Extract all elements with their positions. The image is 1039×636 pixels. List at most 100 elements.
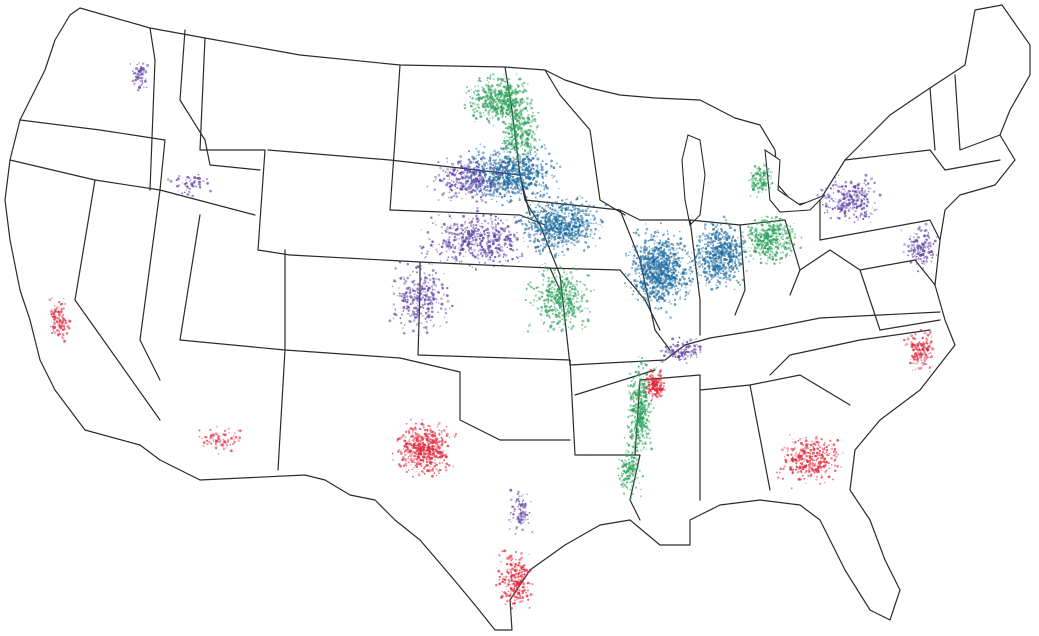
landcover-dot-teal xyxy=(516,167,520,171)
landcover-dot-teal xyxy=(536,192,539,195)
landcover-dot-teal xyxy=(685,291,688,293)
landcover-dot-teal xyxy=(543,144,546,147)
landcover-dot-purple xyxy=(467,165,470,167)
landcover-dot-teal xyxy=(504,189,507,192)
landcover-dot-teal xyxy=(703,250,706,253)
landcover-dot-teal xyxy=(557,219,560,222)
landcover-dot-purple xyxy=(490,186,493,188)
landcover-dot-teal xyxy=(660,269,663,272)
landcover-dot-green xyxy=(500,95,503,98)
landcover-dot-teal xyxy=(727,265,730,267)
landcover-dot-teal xyxy=(584,221,586,223)
landcover-dot-teal xyxy=(675,288,677,291)
landcover-dot-teal xyxy=(644,256,647,258)
landcover-dot-teal xyxy=(517,154,520,156)
landcover-dot-teal xyxy=(527,178,530,180)
landcover-dot-teal xyxy=(645,288,649,292)
landcover-dot-purple xyxy=(535,250,538,253)
landcover-dot-teal xyxy=(661,263,664,266)
landcover-dot-teal xyxy=(548,227,551,230)
landcover-dot-teal xyxy=(550,226,554,230)
landcover-dot-purple xyxy=(424,276,427,279)
landcover-dot-teal xyxy=(514,188,516,191)
landcover-dot-teal xyxy=(674,249,676,252)
landcover-dot-green xyxy=(571,295,573,297)
landcover-dot-teal xyxy=(485,173,488,176)
landcover-dot-green xyxy=(527,118,531,121)
landcover-dot-teal xyxy=(583,223,586,226)
landcover-dot-teal xyxy=(684,283,687,286)
landcover-dot-purple xyxy=(470,220,473,222)
landcover-dot-green xyxy=(499,96,501,99)
landcover-dot-purple xyxy=(489,217,492,220)
landcover-dot-purple xyxy=(422,281,426,285)
landcover-dot-teal xyxy=(649,271,651,274)
landcover-dot-purple xyxy=(509,244,513,248)
landcover-dot-purple xyxy=(489,176,491,179)
landcover-dot-green xyxy=(502,85,505,89)
landcover-dot-teal xyxy=(569,238,572,240)
landcover-dot-teal xyxy=(556,223,559,226)
landcover-dot-purple xyxy=(462,237,464,240)
landcover-dot-purple xyxy=(503,242,507,246)
landcover-dot-green xyxy=(505,81,508,83)
landcover-dot-purple xyxy=(462,188,465,191)
landcover-dot-purple xyxy=(474,183,478,186)
landcover-dot-purple xyxy=(486,231,489,234)
landcover-dot-teal xyxy=(563,218,567,222)
landcover-dot-green xyxy=(512,103,515,106)
landcover-dot-green xyxy=(478,111,482,115)
landcover-dot-teal xyxy=(650,268,654,272)
landcover-dot-teal xyxy=(529,209,532,212)
landcover-dot-green xyxy=(504,91,508,94)
landcover-dot-teal xyxy=(570,212,574,216)
landcover-dot-purple xyxy=(407,309,410,312)
landcover-dot-purple xyxy=(478,237,481,240)
landcover-dot-green xyxy=(521,166,523,168)
landcover-dot-teal xyxy=(551,208,554,211)
landcover-dot-teal xyxy=(523,191,526,193)
landcover-dot-teal xyxy=(659,222,663,225)
landcover-dot-teal xyxy=(557,236,560,240)
landcover-dot-teal xyxy=(511,184,513,187)
landcover-dot-purple xyxy=(440,302,444,306)
landcover-dot-green xyxy=(500,92,503,94)
landcover-dot-purple xyxy=(485,193,488,195)
landcover-dot-teal xyxy=(550,221,554,225)
landcover-dot-green xyxy=(514,88,517,91)
landcover-dot-green xyxy=(497,94,500,96)
landcover-dot-green xyxy=(535,140,537,142)
landcover-dot-green xyxy=(482,102,485,106)
landcover-dot-purple xyxy=(487,259,490,261)
landcover-dot-teal xyxy=(663,276,665,278)
landcover-dot-green xyxy=(488,121,491,125)
landcover-dot-teal xyxy=(590,229,592,231)
landcover-dot-teal xyxy=(638,272,641,274)
landcover-dot-teal xyxy=(542,177,544,180)
landcover-dot-green xyxy=(514,145,517,149)
landcover-dot-purple xyxy=(427,298,429,300)
landcover-dot-purple xyxy=(461,241,464,244)
landcover-dot-green xyxy=(563,269,565,271)
landcover-dot-teal xyxy=(672,248,675,251)
landcover-dot-teal xyxy=(512,169,515,172)
landcover-dot-purple xyxy=(444,308,447,311)
landcover-dot-teal xyxy=(571,237,574,241)
landcover-dot-purple xyxy=(398,292,401,295)
landcover-dot-teal xyxy=(581,217,584,220)
landcover-dot-purple xyxy=(495,233,498,236)
landcover-dot-green xyxy=(474,97,478,101)
landcover-dot-teal xyxy=(516,190,520,194)
landcover-dot-green xyxy=(507,131,510,135)
landcover-dot-green xyxy=(517,85,520,88)
landcover-dot-teal xyxy=(652,295,655,298)
landcover-dot-purple xyxy=(467,177,470,180)
landcover-dot-green xyxy=(571,313,574,316)
landcover-dot-purple xyxy=(450,180,453,182)
landcover-dot-teal xyxy=(670,283,673,287)
landcover-dot-purple xyxy=(456,187,459,189)
landcover-dot-purple xyxy=(437,291,440,294)
landcover-dot-purple xyxy=(408,286,411,289)
landcover-dot-purple xyxy=(448,236,451,239)
landcover-dot-purple xyxy=(421,285,424,288)
